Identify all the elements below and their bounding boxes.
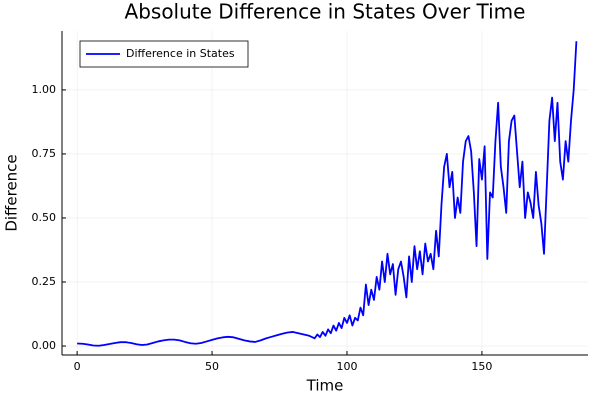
- y-tick-label: 0.75: [32, 147, 57, 160]
- chart-title: Absolute Difference in States Over Time: [125, 0, 526, 24]
- y-tick-label: 1.00: [32, 83, 57, 96]
- x-tick-label: 150: [471, 360, 492, 373]
- y-tick-label: 0.25: [32, 275, 57, 288]
- x-tick-label: 0: [74, 360, 81, 373]
- x-axis-label: Time: [306, 377, 344, 395]
- y-tick-label: 0.50: [32, 211, 57, 224]
- y-axis-label: Difference: [3, 154, 21, 231]
- x-tick-label: 50: [205, 360, 219, 373]
- line: [77, 41, 578, 347]
- legend-label: Difference in States: [126, 47, 235, 60]
- y-tick-label: 0.00: [32, 339, 57, 352]
- x-tick-label: 100: [336, 360, 357, 373]
